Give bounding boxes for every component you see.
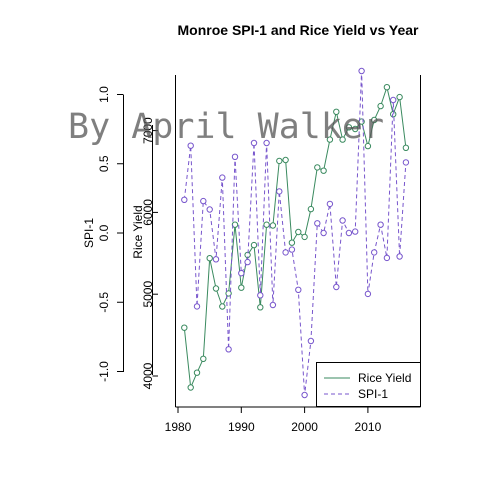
- data-point-spi-1: [282, 249, 289, 256]
- data-point-rice-yield: [314, 164, 321, 171]
- data-point-rice-yield: [371, 116, 378, 124]
- data-point-rice-yield: [307, 205, 315, 213]
- data-point-rice-yield: [352, 125, 359, 133]
- legend: Rice Yield SPI-1: [316, 362, 421, 407]
- data-point-spi-1: [364, 290, 372, 298]
- data-point-spi-1: [377, 221, 384, 228]
- x-tick-label: 1980: [165, 420, 192, 434]
- watermark-text: By April Walker: [68, 107, 384, 147]
- data-point-spi-1: [358, 67, 365, 75]
- yield-tick-label: 5000: [141, 281, 155, 308]
- chart-title: Monroe SPI-1 and Rice Yield vs Year: [178, 22, 420, 38]
- x-tick-label: 2010: [355, 420, 382, 434]
- data-point-spi-1: [288, 246, 296, 253]
- series-rice-yield: [181, 84, 410, 391]
- data-point-rice-yield: [181, 324, 188, 331]
- data-point-spi-1: [396, 253, 403, 260]
- data-point-rice-yield: [219, 303, 226, 310]
- data-point-spi-1: [238, 270, 245, 277]
- yield-tick-label: 7000: [141, 117, 155, 144]
- data-point-rice-yield: [282, 156, 289, 164]
- data-point-rice-yield: [390, 111, 397, 118]
- data-point-rice-yield: [238, 284, 245, 291]
- data-point-spi-1: [187, 142, 194, 149]
- data-point-rice-yield: [269, 222, 277, 229]
- spi-tick-label: 0.5: [97, 155, 111, 172]
- data-point-rice-yield: [339, 136, 346, 143]
- data-point-spi-1: [206, 206, 213, 213]
- spi-tick-label: -0.5: [97, 292, 111, 313]
- data-point-rice-yield: [263, 221, 270, 228]
- series-layer: [181, 67, 410, 399]
- data-point-spi-1: [295, 286, 302, 293]
- data-point-rice-yield: [193, 369, 201, 376]
- data-point-rice-yield: [257, 304, 264, 311]
- data-point-spi-1: [225, 346, 232, 353]
- data-point-spi-1: [371, 249, 378, 256]
- data-point-spi-1: [339, 217, 346, 224]
- spi-tick-label: -1.0: [97, 361, 111, 382]
- data-point-spi-1: [320, 229, 327, 237]
- x-tick-label: 2000: [291, 420, 318, 434]
- data-point-spi-1: [269, 301, 277, 309]
- data-point-rice-yield: [250, 241, 258, 249]
- data-point-spi-1: [383, 254, 391, 262]
- x-tick-label: 1990: [228, 420, 255, 434]
- data-point-spi-1: [193, 303, 201, 310]
- data-point-spi-1: [307, 337, 315, 345]
- series-line-spi-1: [183, 70, 407, 396]
- data-point-rice-yield: [288, 239, 296, 246]
- data-point-spi-1: [200, 197, 207, 205]
- data-point-rice-yield: [396, 93, 403, 101]
- data-point-spi-1: [301, 391, 308, 399]
- data-point-spi-1: [345, 229, 353, 237]
- spi-axis-label: SPI-1: [82, 218, 96, 248]
- data-point-spi-1: [181, 196, 188, 204]
- yield-tick-label: 6000: [141, 199, 155, 226]
- yield-axis-label: Rice Yield: [131, 205, 145, 258]
- spi-axis: -1.0 -0.5 0.0 0.5 1.0: [97, 86, 124, 382]
- data-point-spi-1: [263, 139, 270, 147]
- data-point-spi-1: [390, 96, 397, 104]
- data-point-rice-yield: [345, 124, 353, 131]
- spi-tick-label: 0.0: [97, 224, 111, 241]
- data-point-rice-yield: [377, 102, 384, 110]
- data-point-rice-yield: [187, 384, 194, 391]
- data-point-spi-1: [326, 200, 334, 208]
- yield-axis: 4000 5000 6000 7000: [141, 117, 158, 389]
- data-point-rice-yield: [383, 84, 391, 91]
- legend-label-spi-1: SPI-1: [358, 387, 388, 401]
- data-point-rice-yield: [295, 228, 302, 236]
- data-point-spi-1: [231, 153, 239, 161]
- legend-label-rice-yield: Rice Yield: [358, 371, 411, 385]
- data-point-rice-yield: [276, 157, 283, 165]
- data-point-spi-1: [244, 258, 251, 266]
- data-point-spi-1: [314, 220, 321, 227]
- data-point-rice-yield: [320, 167, 327, 174]
- data-point-rice-yield: [212, 285, 220, 292]
- data-point-rice-yield: [206, 255, 213, 262]
- data-point-rice-yield: [301, 233, 308, 241]
- data-point-spi-1: [333, 283, 340, 291]
- data-point-spi-1: [402, 159, 410, 166]
- legend-box: [316, 362, 421, 407]
- spi-tick-label: 1.0: [97, 86, 111, 103]
- x-axis: 1980 1990 2000 2010: [165, 407, 382, 434]
- data-point-spi-1: [250, 139, 258, 147]
- data-point-rice-yield: [200, 355, 207, 362]
- data-point-spi-1: [352, 228, 359, 235]
- data-point-rice-yield: [402, 144, 410, 152]
- data-point-spi-1: [212, 256, 220, 263]
- series-spi-1: [181, 67, 410, 399]
- data-point-rice-yield: [333, 108, 340, 116]
- yield-tick-label: 4000: [141, 362, 155, 389]
- data-point-spi-1: [219, 174, 226, 181]
- data-point-rice-yield: [326, 136, 334, 143]
- data-point-spi-1: [257, 292, 264, 299]
- data-point-rice-yield: [364, 142, 372, 150]
- data-point-spi-1: [276, 188, 283, 195]
